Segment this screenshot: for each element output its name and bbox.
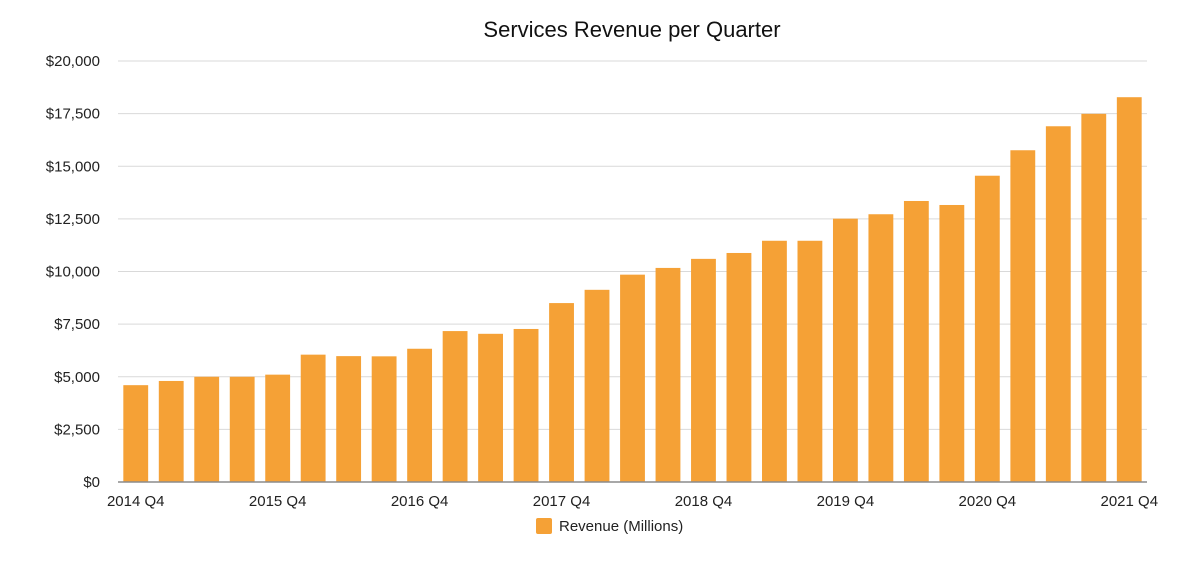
y-tick-label: $12,500 [46, 211, 100, 228]
x-tick-label: 2014 Q4 [107, 493, 165, 510]
x-tick-label: 2017 Q4 [533, 493, 591, 510]
legend: Revenue (Millions) [536, 518, 683, 535]
y-tick-label: $15,000 [46, 158, 100, 175]
x-tick-label: 2015 Q4 [249, 493, 307, 510]
x-tick-label: 2019 Q4 [817, 493, 875, 510]
bar [797, 240, 823, 482]
y-tick-label: $2,500 [54, 421, 100, 438]
y-tick-label: $17,500 [46, 106, 100, 123]
bar [903, 200, 929, 483]
x-tick-label: 2018 Q4 [675, 493, 733, 510]
y-tick-label: $0 [83, 474, 100, 491]
y-axis: $0 $2,500 $5,000 $7,500 $10,000 $12,500 $15,00… [46, 53, 100, 491]
bar [513, 328, 539, 482]
bar [123, 385, 149, 482]
bar [655, 267, 681, 482]
bar [584, 289, 610, 482]
bar [407, 348, 433, 482]
bar [158, 380, 184, 482]
bar [868, 214, 894, 482]
bar [1081, 113, 1107, 482]
x-tick-label: 2020 Q4 [959, 493, 1017, 510]
bar [371, 356, 397, 482]
bar [762, 240, 787, 482]
bar [1116, 97, 1142, 483]
y-tick-label: $20,000 [46, 53, 100, 70]
bar [336, 356, 362, 482]
x-tick-label: 2016 Q4 [391, 493, 449, 510]
bar [691, 258, 716, 482]
y-tick-label: $5,000 [54, 369, 100, 386]
bar [300, 354, 326, 482]
bar [620, 274, 645, 482]
chart-title: Services Revenue per Quarter [483, 17, 780, 42]
bar [726, 252, 752, 482]
y-tick-label: $10,000 [46, 264, 100, 281]
bar [832, 218, 858, 483]
y-tick-label: $7,500 [54, 316, 100, 333]
legend-swatch [536, 518, 552, 534]
legend-label: Revenue (Millions) [559, 518, 683, 535]
bar [442, 331, 468, 482]
bar [974, 175, 1000, 482]
bar [939, 204, 965, 482]
bars [123, 97, 1142, 483]
bar [478, 333, 503, 482]
bar [265, 374, 291, 482]
bar [549, 303, 574, 482]
bar [194, 376, 220, 482]
bar [1045, 126, 1071, 482]
bar [1010, 150, 1036, 482]
bar [229, 376, 255, 482]
x-tick-label: 2021 Q4 [1100, 493, 1158, 510]
x-axis: 2014 Q4 2015 Q4 2016 Q4 2017 Q4 2018 Q4 2019 … [107, 481, 1158, 510]
